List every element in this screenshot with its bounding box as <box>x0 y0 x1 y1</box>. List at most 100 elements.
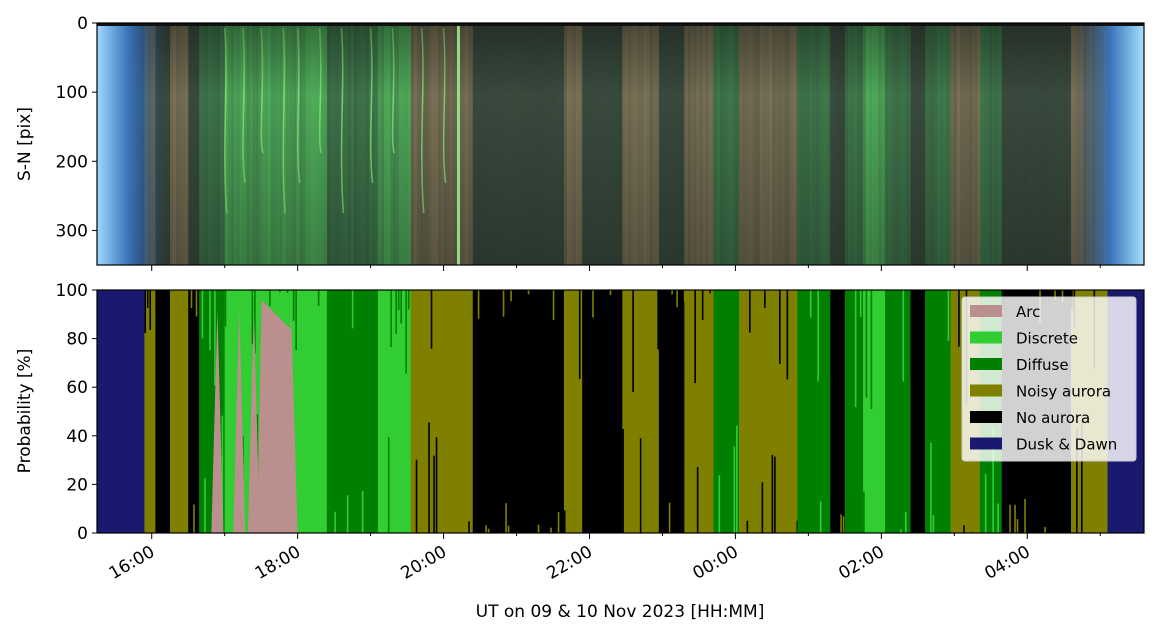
probability-jitter <box>214 290 216 386</box>
probability-jitter <box>764 290 766 309</box>
probability-jitter <box>865 290 868 398</box>
probability-jitter <box>963 525 965 533</box>
probability-jitter <box>1054 290 1056 300</box>
keogram-frame <box>96 22 1145 266</box>
probability-segment <box>844 290 864 533</box>
probability-jitter <box>507 525 510 533</box>
probability-segment <box>472 290 565 533</box>
legend-swatch <box>970 437 1002 450</box>
probability-jitter <box>1061 290 1064 303</box>
probability-segment <box>410 290 474 533</box>
probability-jitter <box>817 290 820 382</box>
probability-jitter <box>485 525 487 533</box>
probability-jitter <box>390 290 393 348</box>
probability-jitter <box>932 515 935 533</box>
probability-jitter <box>430 290 433 349</box>
probability-jitter <box>346 495 349 533</box>
probability-jitter <box>505 503 507 533</box>
probability-jitter <box>405 290 408 374</box>
probability-jitter <box>193 504 195 533</box>
legend-label: Arc <box>1016 303 1040 321</box>
probability-segment <box>582 290 623 533</box>
probability-jitter <box>1076 429 1078 533</box>
probability-jitter <box>997 503 999 533</box>
probability-segment <box>97 290 145 533</box>
probability-jitter <box>387 437 390 533</box>
probability-segment <box>863 290 886 533</box>
legend-swatch <box>970 384 1002 397</box>
probability-y-tick-label: 0 <box>77 524 88 544</box>
probability-frame <box>96 289 1145 534</box>
probability-jitter <box>774 456 776 533</box>
probability-jitter <box>863 491 865 533</box>
probability-jitter <box>958 290 960 347</box>
probability-jitter <box>361 491 364 533</box>
probability-jitter <box>146 290 149 308</box>
keogram-y-tick-label: 200 <box>56 152 88 172</box>
probability-jitter <box>899 529 902 533</box>
probability-jitter <box>195 290 198 317</box>
probability-jitter <box>351 290 354 329</box>
probability-jitter <box>1024 498 1026 533</box>
keogram-y-axis-label: S-N [pix] <box>15 107 35 181</box>
keogram-vertical-shading <box>97 23 1144 265</box>
probability-jitter <box>1081 419 1083 533</box>
probability-jitter <box>292 290 295 321</box>
probability-segment <box>910 290 926 533</box>
probability-jitter <box>819 501 822 533</box>
probability-jitter <box>221 415 224 533</box>
probability-segment <box>169 290 189 533</box>
probability-jitter <box>527 290 530 295</box>
probability-jitter <box>992 429 994 533</box>
probability-jitter <box>718 475 721 533</box>
probability-segment <box>684 290 714 533</box>
arc-spikes <box>211 300 298 533</box>
probability-jitter <box>668 502 671 533</box>
probability-jitter <box>209 290 211 351</box>
probability-jitter <box>622 428 624 533</box>
keogram-dawn-glow <box>1074 23 1144 265</box>
probability-jitter <box>269 290 271 307</box>
probability-segment <box>713 290 740 533</box>
probability-jitter <box>201 290 204 339</box>
probability-jitter <box>224 290 227 327</box>
legend-swatch <box>970 411 1002 423</box>
probability-jitter <box>254 290 256 354</box>
probability-y-axis-label: Probability [%] <box>15 349 35 474</box>
probability-jitter <box>1014 504 1016 533</box>
x-tick-label: 20:00 <box>398 542 450 584</box>
keogram-y-axis: 0 100 200 300 <box>56 14 97 241</box>
probability-jitter <box>709 290 711 294</box>
probability-jitter <box>984 474 987 533</box>
probability-segment <box>563 290 583 533</box>
keogram-y-tick-label: 300 <box>56 221 88 241</box>
probability-jitter <box>144 290 147 333</box>
probability-jitter <box>676 290 678 308</box>
probability-jitter <box>746 520 749 533</box>
probability-y-tick-label: 40 <box>66 427 88 447</box>
probability-jitter <box>749 290 751 333</box>
probability-jitter <box>295 290 297 351</box>
x-tick-label: 22:00 <box>544 542 596 584</box>
probability-jitter <box>563 510 566 533</box>
probability-jitter <box>842 516 845 533</box>
probability-jitter <box>761 482 764 533</box>
probability-jitter <box>694 290 696 384</box>
probability-jitter <box>696 466 699 533</box>
probability-jitter <box>395 290 398 334</box>
keogram-top-band <box>97 23 1144 26</box>
probability-jitter <box>902 290 905 382</box>
x-tick-label: 04:00 <box>981 542 1033 584</box>
probability-bars <box>97 290 1145 533</box>
legend-box <box>961 296 1137 462</box>
legend-swatch <box>970 331 1002 344</box>
probability-jitter <box>317 290 320 306</box>
probability-y-tick-label: 80 <box>66 330 88 350</box>
probability-jitter <box>671 290 673 295</box>
probability-jitter <box>510 290 512 302</box>
x-tick-label: 18:00 <box>252 542 304 584</box>
keogram-x-ticks <box>151 265 1101 271</box>
probability-jitter <box>286 290 289 293</box>
probability-jitter <box>428 422 430 533</box>
